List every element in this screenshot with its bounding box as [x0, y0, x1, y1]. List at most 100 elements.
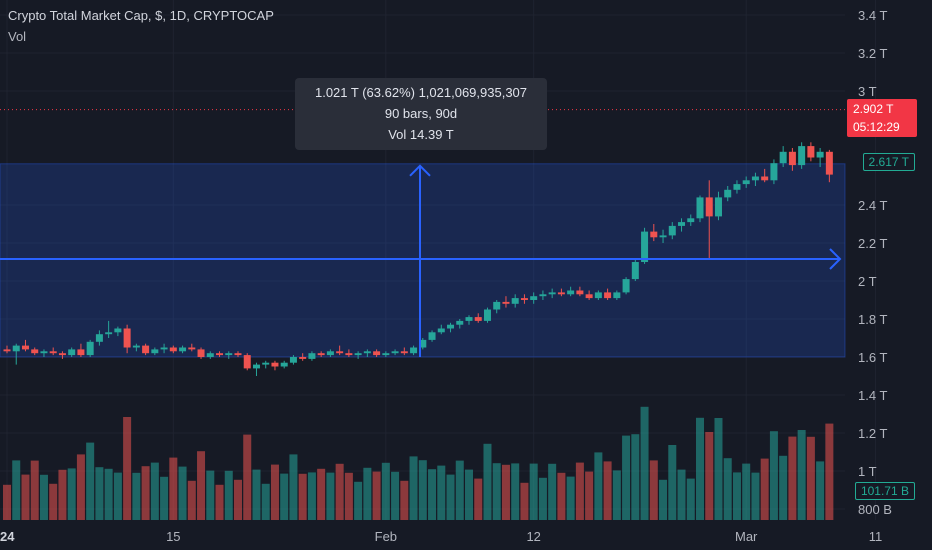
candle-body [585, 294, 593, 299]
volume-bar [474, 478, 483, 520]
volume-bar [779, 455, 788, 520]
volume-bar [372, 471, 381, 520]
volume-bar [575, 462, 584, 520]
candle-body [308, 353, 316, 359]
measure-range-box [0, 163, 846, 358]
volume-bar [113, 472, 122, 520]
volume-bar [197, 451, 206, 520]
price-axis-label: 1.8 T [858, 312, 887, 327]
candle-body [668, 225, 676, 236]
volume-bar [816, 461, 825, 520]
candle-body [631, 262, 639, 280]
candle-body [770, 163, 778, 181]
chart-header: Crypto Total Market Cap, $, 1D, CRYPTOCA… [8, 8, 274, 44]
candle-body [114, 328, 122, 333]
candle-body [816, 151, 824, 158]
candle-body [345, 353, 353, 356]
volume-bar [3, 484, 11, 520]
volume-bar [437, 465, 446, 520]
candle-body [299, 357, 307, 359]
volume-bar [280, 473, 289, 520]
candle-body [539, 294, 547, 297]
volume-bar [30, 460, 39, 520]
candle-body [216, 353, 224, 356]
time-axis-label: Mar [735, 529, 758, 544]
time-axis-label: 15 [166, 529, 180, 544]
candle-body [650, 231, 658, 238]
candle-body [788, 151, 796, 166]
candle-body [400, 351, 408, 354]
candle-body [714, 197, 722, 217]
candle-body [696, 197, 704, 219]
candle-body [188, 347, 196, 350]
candle-body [12, 345, 20, 352]
candle-body [465, 317, 473, 321]
measure-vertical-arrowhead [409, 164, 431, 177]
volume-bar [492, 463, 501, 520]
candle-body [520, 298, 528, 300]
volume-bar [742, 463, 751, 520]
price-axis-label: 2.4 T [858, 198, 887, 213]
volume-bar [243, 434, 252, 520]
candle-body [86, 341, 94, 356]
volume-bar [538, 477, 547, 520]
candle-body [511, 298, 519, 304]
candle-body [567, 290, 575, 295]
volume-bar [548, 463, 557, 520]
candle-body [123, 328, 131, 348]
candle-body [474, 317, 482, 321]
volume-bar [400, 480, 409, 520]
volume-bar [511, 463, 520, 520]
symbol-title[interactable]: Crypto Total Market Cap, $, 1D, CRYPTOCA… [8, 8, 274, 23]
current-price-value: 2.902 T [853, 102, 894, 116]
volume-bar [298, 473, 307, 520]
volume-bar [446, 474, 455, 520]
volume-bar [252, 469, 261, 520]
volume-bar [686, 478, 695, 520]
candle-body [733, 184, 741, 190]
measure-bars: 90 bars, 90d [384, 106, 458, 121]
candle-body [160, 347, 168, 350]
volume-bar [603, 461, 612, 520]
price-axis-label: 1.4 T [858, 388, 887, 403]
volume-bar [160, 476, 169, 520]
candle-body [456, 320, 464, 325]
measure-tooltip: 1.021 T (63.62%) 1,021,069,935,307 90 ba… [295, 78, 547, 150]
candle-body [742, 180, 750, 185]
volume-bar [529, 463, 538, 520]
candle-body [410, 347, 418, 354]
candle-body [751, 176, 759, 181]
volume-bar [178, 466, 187, 520]
volume-bar [317, 468, 326, 520]
volume-bar [760, 458, 769, 520]
volume-bar [732, 472, 741, 520]
candle-body [49, 351, 57, 354]
measure-horizontal-arrowhead [829, 248, 842, 270]
candle-body [197, 349, 205, 357]
volume-bar [224, 470, 233, 520]
candle-body [271, 362, 279, 367]
volume-bar [12, 460, 21, 520]
candle-body [502, 301, 510, 304]
price-axis-label: 1.2 T [858, 426, 887, 441]
volume-bar [326, 472, 335, 520]
candle-body [779, 151, 787, 164]
volume-bar [86, 442, 95, 520]
volume-bar [585, 471, 594, 520]
volume-indicator-label[interactable]: Vol [8, 29, 27, 44]
candle-body [354, 353, 362, 356]
volume-bar [76, 454, 85, 520]
volume-bar [381, 462, 390, 520]
candle-body [447, 324, 455, 329]
volume-bar [344, 472, 353, 520]
candle-body [798, 146, 806, 166]
candle-body [807, 146, 815, 158]
candle-body [280, 362, 288, 367]
price-axis-label: 800 B [858, 502, 892, 517]
candle-body [576, 290, 584, 295]
candle-body [234, 353, 242, 356]
volume-bar [21, 474, 30, 520]
candle-body [391, 351, 399, 354]
candle-body [687, 218, 695, 223]
